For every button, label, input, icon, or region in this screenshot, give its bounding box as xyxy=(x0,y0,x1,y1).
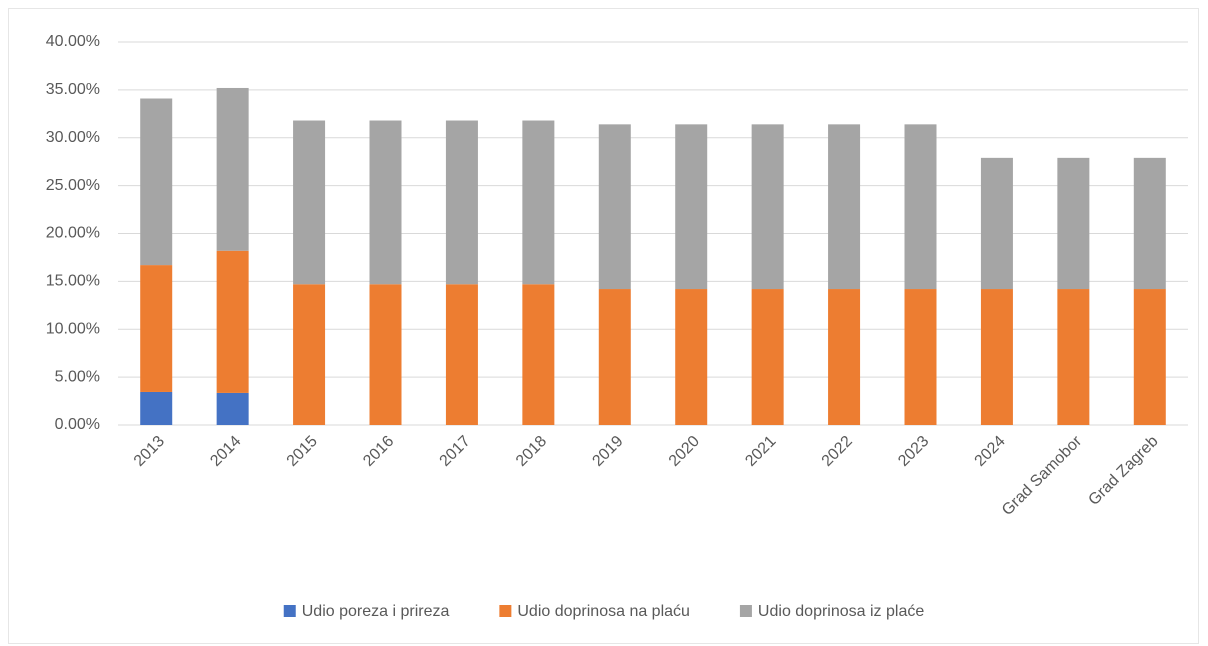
bar-segment xyxy=(369,120,402,285)
y-tick-label: 30.00% xyxy=(46,129,100,146)
bar-segment xyxy=(140,391,173,425)
bar-segment xyxy=(1057,289,1090,425)
bar-segment xyxy=(216,87,249,251)
y-tick-label: 35.00% xyxy=(46,81,100,98)
bar-segment xyxy=(216,392,249,425)
bar-segment xyxy=(522,120,555,285)
bar-segment xyxy=(140,265,173,392)
bar-segment xyxy=(445,284,478,425)
y-tick-label: 25.00% xyxy=(46,177,100,194)
legend-swatch xyxy=(499,605,512,617)
bar-segment xyxy=(751,124,784,290)
bar-segment xyxy=(140,98,173,266)
bar-segment xyxy=(675,124,708,290)
bar-segment xyxy=(445,120,478,285)
legend-label: Udio poreza i prireza xyxy=(302,603,450,620)
bar-segment xyxy=(1133,289,1166,425)
bar-segment xyxy=(293,284,326,425)
bar-segment xyxy=(751,289,784,425)
bar-segment xyxy=(216,250,249,393)
y-tick-label: 15.00% xyxy=(46,273,100,290)
bar-segment xyxy=(904,289,937,425)
bar-segment xyxy=(598,124,631,290)
bar-segment xyxy=(828,289,861,425)
bar-segment xyxy=(675,289,708,425)
legend-swatch xyxy=(283,605,296,617)
legend-label: Udio doprinosa iz plaće xyxy=(758,603,924,620)
y-tick-label: 10.00% xyxy=(46,320,100,337)
bar-segment xyxy=(522,284,555,425)
bar-segment xyxy=(980,289,1013,425)
y-tick-label: 40.00% xyxy=(46,33,100,50)
bar-segment xyxy=(1133,157,1166,290)
y-tick-label: 5.00% xyxy=(55,368,100,385)
bar-segment xyxy=(293,120,326,285)
bar-segment xyxy=(369,284,402,425)
legend-label: Udio doprinosa na plaću xyxy=(517,603,690,620)
bar-segment xyxy=(1057,157,1090,290)
legend-swatch xyxy=(739,605,752,617)
bar-segment xyxy=(980,157,1013,290)
bar-segment xyxy=(828,124,861,290)
bar-segment xyxy=(598,289,631,425)
bar-segment xyxy=(904,124,937,290)
y-tick-label: 0.00% xyxy=(55,416,100,433)
y-tick-label: 20.00% xyxy=(46,225,100,242)
